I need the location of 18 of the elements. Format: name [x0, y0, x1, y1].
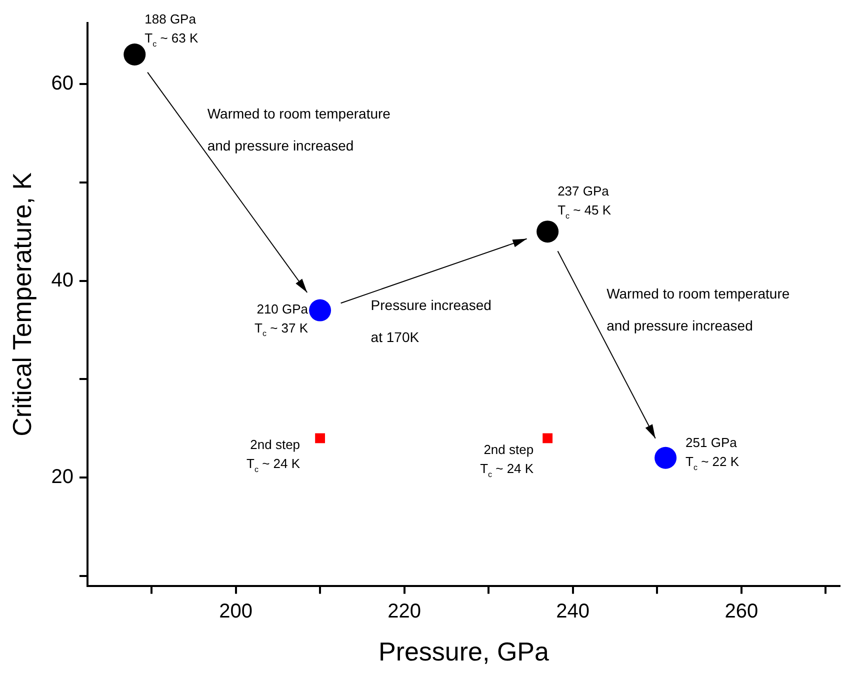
y-tick-label: 60 [51, 72, 74, 95]
point [309, 299, 332, 322]
point [542, 433, 553, 444]
point [124, 43, 146, 66]
annotation: Pressure increased at 170K [370, 296, 492, 345]
x-tick-label: 240 [556, 600, 590, 622]
y-axis-title: Critical Temperature, K [6, 172, 37, 436]
annotation: Warmed to room temperature and pressure increased [606, 286, 790, 334]
point [315, 433, 325, 444]
point [536, 220, 559, 243]
x-axis-title: Pressure, GPa [378, 636, 550, 667]
y-tick-label: 20 [51, 466, 74, 488]
x-tick-label: 200 [219, 600, 252, 622]
x-tick-label: 220 [388, 600, 421, 622]
x-tick-label: 260 [724, 600, 758, 622]
annotation: Warmed to room temperature and pressure increased [207, 105, 391, 154]
y-tick-label: 40 [51, 269, 74, 292]
point [654, 446, 677, 469]
